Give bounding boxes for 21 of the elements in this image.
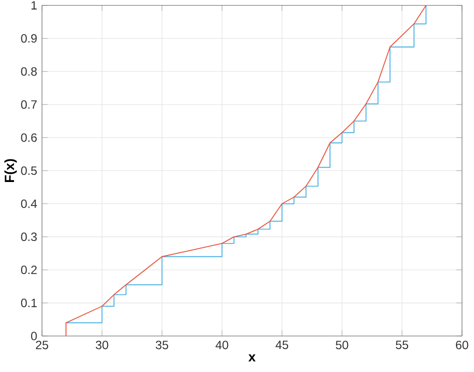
y-tick-label: 0.4 xyxy=(21,199,37,208)
y-tick-label: 0.1 xyxy=(21,298,37,308)
x-tick-label: 25 xyxy=(36,340,48,350)
x-axis-title: x xyxy=(248,354,256,362)
y-tick-label: 0.9 xyxy=(21,34,37,43)
x-tick-label: 45 xyxy=(276,340,288,350)
y-tick-label: 0.8 xyxy=(21,67,37,76)
y-tick-label: 0.5 xyxy=(21,166,37,175)
x-tick-label: 35 xyxy=(156,340,168,350)
x-tick-label: 30 xyxy=(96,340,108,350)
x-tick-label: 40 xyxy=(216,340,228,350)
y-tick-label: 0.3 xyxy=(21,232,37,242)
x-tick-label: 55 xyxy=(396,340,408,350)
y-tick-label: 0.6 xyxy=(21,133,37,142)
y-axis-title: F(x) xyxy=(4,159,17,182)
x-tick-label: 50 xyxy=(336,340,348,350)
y-tick-label: 0.7 xyxy=(21,100,37,109)
y-tick-label: 0 xyxy=(31,332,37,340)
x-tick-label: 60 xyxy=(456,340,468,350)
y-tick-label: 1 xyxy=(32,1,37,10)
y-tick-label: 0.2 xyxy=(21,266,37,274)
